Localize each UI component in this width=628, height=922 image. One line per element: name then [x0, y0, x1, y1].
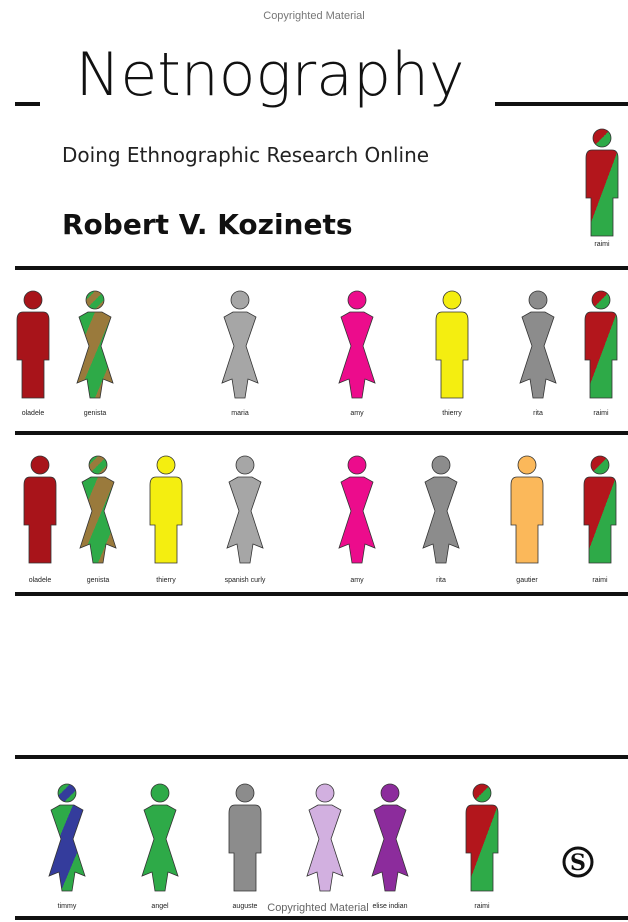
- figure-head: [236, 784, 254, 802]
- figure-head: [231, 291, 249, 309]
- figure-label: raimi: [594, 241, 610, 248]
- figure-head: [58, 784, 76, 802]
- figure-body: [585, 312, 617, 398]
- figure-head: [31, 456, 49, 474]
- figure-head: [381, 784, 399, 802]
- figure-label: elise indian: [372, 903, 407, 910]
- figure-head: [86, 291, 104, 309]
- figure-label: oladele: [29, 577, 52, 584]
- title: Netnography: [75, 40, 464, 110]
- figure-body: [49, 805, 85, 891]
- figure-label: genista: [84, 410, 107, 417]
- figure-head: [24, 291, 42, 309]
- figure-body: [436, 312, 468, 398]
- figure-label: oladele: [22, 410, 45, 417]
- figure-head: [518, 456, 536, 474]
- figure-head: [316, 784, 334, 802]
- figure-head: [348, 291, 366, 309]
- figure-head: [157, 456, 175, 474]
- figure-body: [520, 312, 556, 398]
- figure-label: amy: [350, 410, 364, 417]
- figure-label: timmy: [58, 903, 77, 910]
- figure-body: [229, 805, 261, 891]
- subtitle: Doing Ethnographic Research Online: [62, 143, 429, 167]
- figure-label: raimi: [474, 903, 490, 910]
- book-cover: Copyrighted Material Netnography Doing E…: [0, 0, 628, 922]
- figure-head: [473, 784, 491, 802]
- figure-head: [529, 291, 547, 309]
- figure-label: spanish curly: [225, 577, 266, 584]
- figure-head: [89, 456, 107, 474]
- figure-body: [80, 477, 116, 563]
- figure-body: [466, 805, 498, 891]
- figure-body: [17, 312, 49, 398]
- watermark: Copyrighted Material: [263, 10, 365, 22]
- figure-head: [151, 784, 169, 802]
- author: Robert V. Kozinets: [62, 208, 353, 241]
- figure-label: thierry: [442, 410, 462, 417]
- figure-body: [372, 805, 408, 891]
- figure-body: [339, 477, 375, 563]
- figure-label: genista: [87, 577, 110, 584]
- figure-body: [307, 805, 343, 891]
- figure-head: [443, 291, 461, 309]
- figure-body: [150, 477, 182, 563]
- figure-head: [348, 456, 366, 474]
- publisher-logo: S: [570, 850, 586, 876]
- figure-body: [222, 312, 258, 398]
- figure-body: [24, 477, 56, 563]
- figure-label: maria: [231, 410, 249, 417]
- figure-label: rita: [533, 410, 543, 417]
- figure-label: amy: [350, 577, 364, 584]
- figure-body: [586, 150, 618, 236]
- figure-label: raimi: [593, 410, 609, 417]
- figure-body: [423, 477, 459, 563]
- figure-body: [227, 477, 263, 563]
- figure-head: [592, 291, 610, 309]
- figure-label: angel: [151, 903, 169, 910]
- figure-head: [591, 456, 609, 474]
- figure-head: [236, 456, 254, 474]
- figure-head: [593, 129, 611, 147]
- page: Copyrighted Material Netnography Doing E…: [0, 0, 628, 922]
- figure-body: [77, 312, 113, 398]
- figure-body: [584, 477, 616, 563]
- figure-body: [511, 477, 543, 563]
- figure-head: [432, 456, 450, 474]
- figure-body: [339, 312, 375, 398]
- figure-body: [142, 805, 178, 891]
- figure-label: auguste: [233, 903, 258, 910]
- figure-label: gautier: [516, 577, 538, 584]
- figure-label: rita: [436, 577, 446, 584]
- figure-label: raimi: [592, 577, 608, 584]
- watermark: Copyrighted Material: [267, 902, 369, 914]
- figure-label: thierry: [156, 577, 176, 584]
